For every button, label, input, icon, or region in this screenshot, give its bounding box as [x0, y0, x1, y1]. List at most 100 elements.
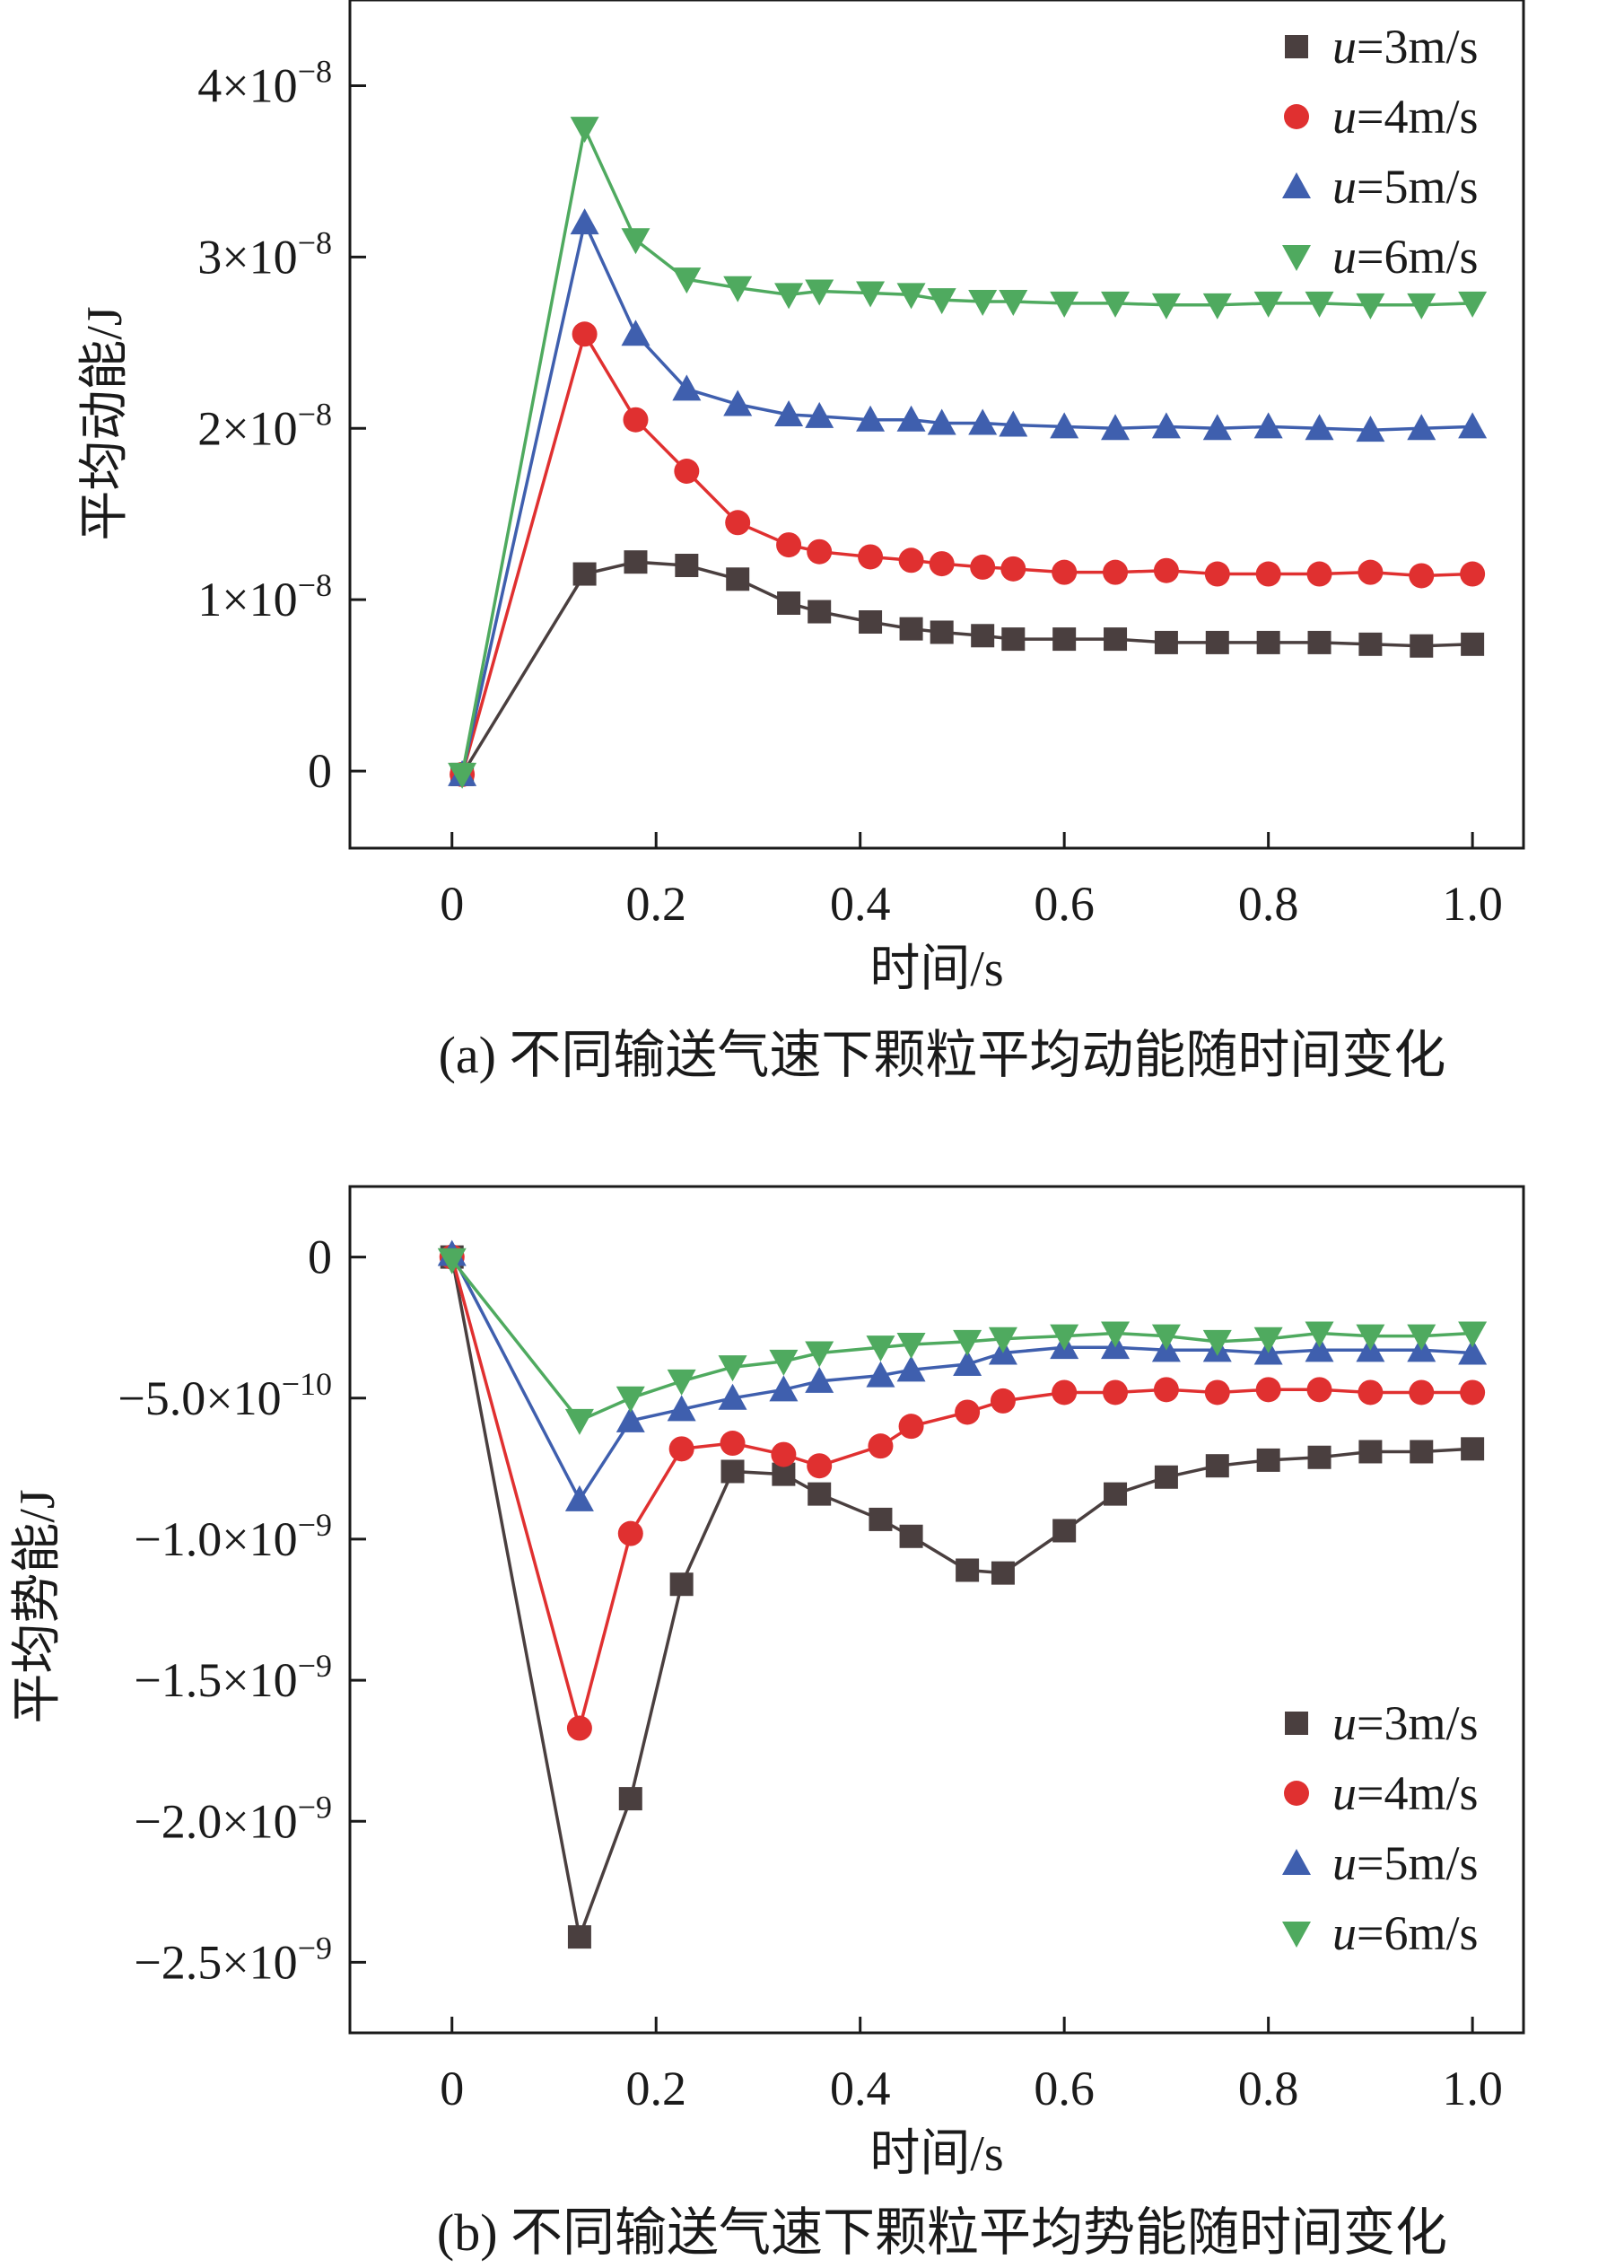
potential-series-3-point [1050, 1324, 1079, 1351]
kinetic-series-1-point [1052, 559, 1078, 585]
kinetic-series-3-point [1101, 291, 1131, 318]
potential-series-2-point [1305, 1335, 1334, 1362]
kinetic-x-tick-label: 0 [440, 877, 464, 931]
kinetic-series-1-point [807, 539, 833, 565]
kinetic-series-3-point [1253, 291, 1283, 318]
potential-y-tick-label: −2.0×10−9 [134, 1789, 332, 1848]
kinetic-series-2-point [570, 208, 599, 235]
potential-x-tick-label: 1.0 [1442, 2062, 1503, 2115]
potential-x-axis-label: 时间/s [869, 2126, 1003, 2182]
kinetic-legend-marker-3 [1282, 245, 1311, 271]
kinetic-series-2-point [1356, 416, 1385, 442]
kinetic-x-axis-label: 时间/s [869, 941, 1003, 997]
potential-y-tick-label: −5.0×10−10 [118, 1366, 332, 1425]
kinetic-series-3-point [774, 283, 804, 310]
potential-series-3-point [1407, 1324, 1436, 1351]
potential-series-2-point [667, 1395, 696, 1422]
kinetic-series-2-point [1305, 414, 1334, 441]
potential-series-3-point [988, 1327, 1017, 1353]
potential-series-0-point [1256, 1448, 1280, 1472]
potential-x-tick-label: 0.4 [830, 2062, 891, 2115]
potential-series-1-point [1255, 1377, 1281, 1403]
kinetic-series-0-point [971, 624, 995, 648]
potential-series-2-point [805, 1366, 834, 1393]
kinetic-series-0-point [1461, 632, 1485, 656]
potential-series-3-point [1151, 1324, 1181, 1351]
potential-series-1-point [807, 1453, 833, 1479]
kinetic-series-2-point [896, 405, 926, 432]
kinetic-y-tick-label: 3×10−8 [197, 224, 332, 284]
kinetic-series-2-point [621, 320, 650, 346]
potential-series-0-point [1154, 1465, 1178, 1489]
kinetic-y-tick-label: 4×10−8 [197, 53, 332, 112]
kinetic-legend-marker-1 [1284, 104, 1309, 129]
kinetic-series-2-point [1253, 412, 1283, 439]
potential-y-axis-label: 平均势能/J [10, 1489, 65, 1723]
potential-series-line-2 [450, 1253, 1473, 1503]
kinetic-series-2-point [999, 410, 1028, 437]
kinetic-series-1-point [1204, 561, 1230, 587]
potential-x-tick-label: 0.8 [1238, 2062, 1299, 2115]
kinetic-series-0-point [859, 610, 883, 634]
kinetic-series-0-point [777, 591, 801, 615]
kinetic-y-axis-label: 平均动能/J [77, 306, 133, 540]
potential-series-0-point [567, 1925, 591, 1949]
kinetic-x-tick-label: 0.4 [830, 877, 891, 931]
kinetic-series-3-point [968, 290, 998, 316]
potential-series-1-point [1052, 1379, 1078, 1405]
potential-series-3-point [1356, 1324, 1385, 1351]
kinetic-series-2-point [723, 390, 753, 416]
kinetic-series-line-3 [460, 123, 1473, 775]
kinetic-plot-frame [348, 0, 1525, 850]
kinetic-legend-label-3: u=6m/s [1332, 230, 1478, 284]
potential-series-3-point [1101, 1321, 1131, 1348]
potential-x-tick-label: 0.6 [1034, 2062, 1095, 2115]
kinetic-series-line-0 [460, 560, 1473, 775]
potential-series-3-point [437, 1248, 467, 1274]
potential-series-3-point [564, 1408, 594, 1435]
kinetic-series-1-point [1358, 559, 1384, 585]
potential-series-1-point [898, 1414, 924, 1440]
kinetic-series-1-point [725, 510, 751, 536]
kinetic-y-tick-label: 1×10−8 [197, 567, 332, 626]
kinetic-series-3-point [1407, 293, 1436, 320]
kinetic-series-0-point [1104, 627, 1128, 652]
kinetic-series-0-point [1154, 630, 1178, 654]
kinetic-legend-label-1: u=4m/s [1332, 90, 1478, 144]
kinetic-series-0-point [899, 617, 923, 641]
potential-series-3-point [667, 1369, 696, 1396]
potential-series-3-point [896, 1333, 926, 1360]
kinetic-series-3-point [621, 228, 650, 255]
kinetic-series-0-point [1307, 630, 1332, 654]
kinetic-series-1-point [898, 547, 924, 574]
kinetic-series-1-point [623, 407, 649, 433]
kinetic-series-3-point [805, 279, 834, 306]
kinetic-series-2-point [1050, 412, 1079, 439]
kinetic-series-0-point [1052, 627, 1077, 652]
potential-legend-marker-1 [1284, 1781, 1309, 1806]
kinetic-series-2-point [968, 408, 998, 435]
kinetic-series-3-point [1458, 291, 1488, 318]
kinetic-series-0-point [1001, 627, 1026, 652]
potential-legend-label-3: u=6m/s [1332, 1906, 1478, 1960]
kinetic-series-line-1 [460, 329, 1473, 775]
potential-series-1-point [617, 1520, 643, 1546]
potential-series-2-point [1458, 1338, 1488, 1365]
kinetic-series-2-point [1101, 414, 1131, 441]
potential-series-3-point [866, 1335, 895, 1362]
potential-series-1-point [1204, 1379, 1230, 1405]
kinetic-series-0-point [1256, 630, 1280, 654]
potential-x-tick-label: 0.2 [625, 2062, 686, 2115]
kinetic-series-3-point [999, 290, 1028, 316]
kinetic-series-3-point [856, 281, 886, 308]
potential-series-0-point [1410, 1440, 1434, 1464]
potential-legend-label-1: u=4m/s [1332, 1766, 1478, 1820]
potential-series-2-point [866, 1361, 895, 1388]
kinetic-series-2-point [1407, 414, 1436, 441]
potential-y-tick-label: −2.5×10−9 [134, 1930, 332, 1989]
potential-series-2-point [896, 1355, 926, 1382]
potential-series-1-point [1409, 1379, 1435, 1405]
kinetic-series-3-point [448, 762, 477, 789]
potential-series-1-point [668, 1436, 694, 1462]
